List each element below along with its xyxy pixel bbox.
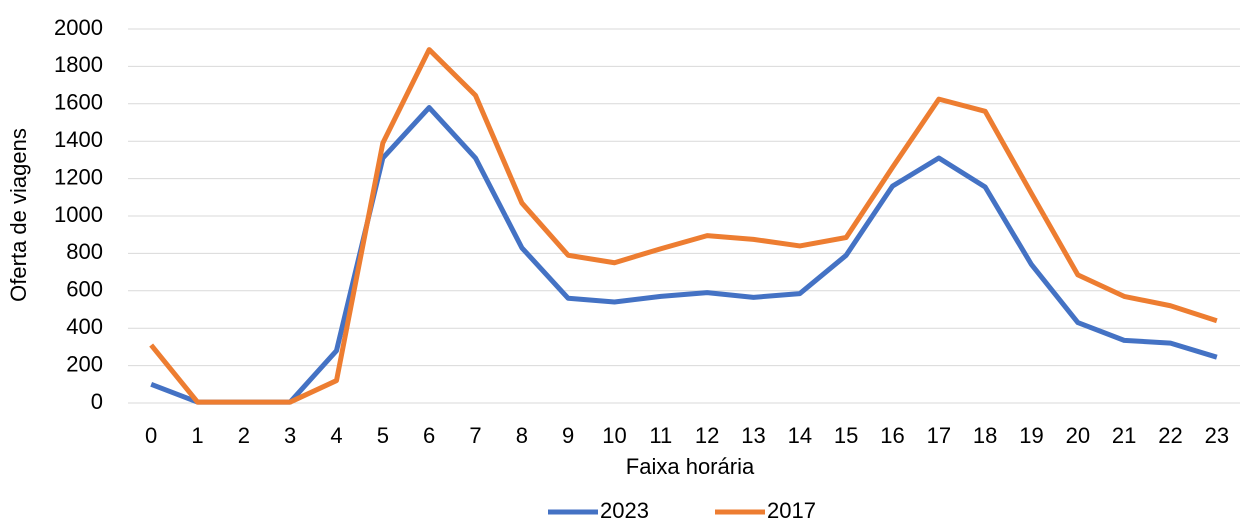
x-tick-label: 16 (880, 423, 904, 448)
y-tick-label: 400 (66, 314, 103, 339)
x-tick-label: 7 (469, 423, 481, 448)
x-tick-label: 22 (1158, 423, 1182, 448)
line-series (150, 105, 1218, 405)
legend-label: 2017 (767, 498, 816, 522)
x-tick-label: 15 (834, 423, 858, 448)
y-tick-label: 1200 (54, 164, 103, 189)
x-tick-label: 20 (1066, 423, 1090, 448)
x-tick-label: 13 (741, 423, 765, 448)
x-axis-title: Faixa horária (626, 454, 755, 479)
x-tick-label: 12 (695, 423, 719, 448)
legend-label: 2023 (600, 498, 649, 522)
x-tick-label: 17 (927, 423, 951, 448)
y-tick-label: 1600 (54, 90, 103, 115)
x-tick-label: 6 (423, 423, 435, 448)
x-tick-label: 23 (1205, 423, 1229, 448)
y-tick-label: 0 (91, 389, 103, 414)
x-tick-label: 8 (516, 423, 528, 448)
line-series (149, 47, 1218, 405)
x-tick-label: 14 (788, 423, 812, 448)
x-tick-label: 19 (1019, 423, 1043, 448)
x-tick-label: 3 (284, 423, 296, 448)
x-tick-label: 5 (377, 423, 389, 448)
x-tick-label: 10 (602, 423, 626, 448)
x-tick-label: 18 (973, 423, 997, 448)
x-tick-label: 2 (238, 423, 250, 448)
x-tick-label: 11 (649, 423, 672, 448)
y-axis-title: Oferta de viagens (6, 128, 31, 302)
y-tick-label: 1000 (54, 202, 103, 227)
x-tick-label: 1 (191, 423, 203, 448)
y-tick-label: 200 (66, 351, 103, 376)
y-tick-label: 800 (66, 239, 103, 264)
x-tick-label: 0 (145, 423, 157, 448)
y-tick-label: 600 (66, 277, 103, 302)
x-tick-label: 9 (562, 423, 574, 448)
y-tick-label: 1800 (54, 52, 103, 77)
x-tick-label: 21 (1112, 423, 1136, 448)
y-tick-label: 2000 (54, 15, 103, 40)
x-tick-label: 4 (330, 423, 342, 448)
y-tick-label: 1400 (54, 127, 103, 152)
